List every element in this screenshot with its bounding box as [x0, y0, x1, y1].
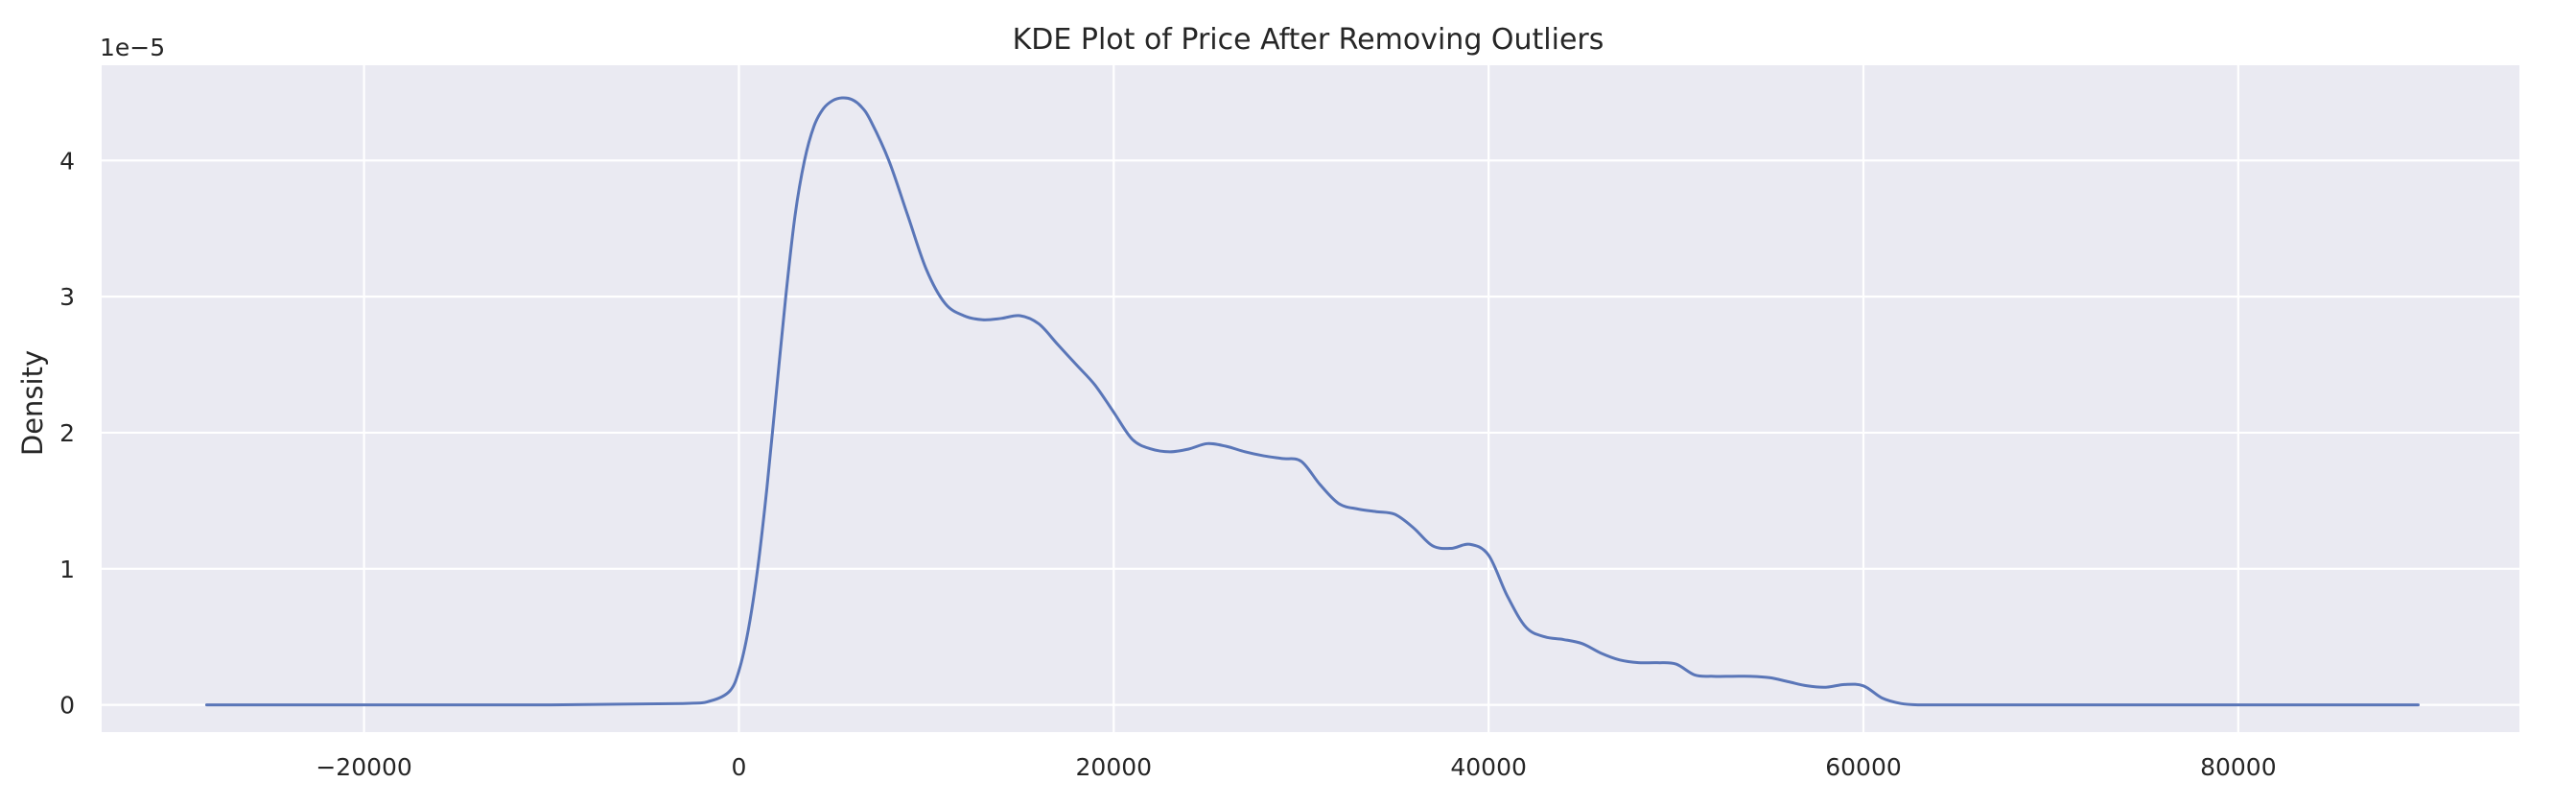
chart-title: KDE Plot of Price After Removing Outlier…: [1013, 23, 1604, 57]
y-tick-label: 1: [59, 556, 75, 583]
plot-area: [102, 65, 2519, 732]
y-axis-offset-label: 1e−5: [100, 34, 165, 61]
x-tick-label: 20000: [1076, 753, 1153, 781]
x-gridlines: [363, 65, 2239, 732]
x-tick-label: 40000: [1450, 753, 1527, 781]
x-tick-label: −20000: [316, 753, 411, 781]
x-tick-labels: −20000 0 20000 40000 60000 80000: [316, 753, 2276, 781]
y-tick-label: 4: [59, 147, 75, 175]
y-tick-label: 2: [59, 419, 75, 447]
y-tick-label: 3: [59, 283, 75, 311]
y-tick-label: 0: [59, 692, 75, 720]
y-axis-label: Density: [16, 350, 49, 456]
x-tick-label: 60000: [1825, 753, 1902, 781]
y-tick-labels: 0 1 2 3 4: [59, 147, 75, 719]
x-tick-label: 80000: [2200, 753, 2277, 781]
x-tick-label: 0: [731, 753, 746, 781]
kde-density-line: [204, 96, 2420, 707]
